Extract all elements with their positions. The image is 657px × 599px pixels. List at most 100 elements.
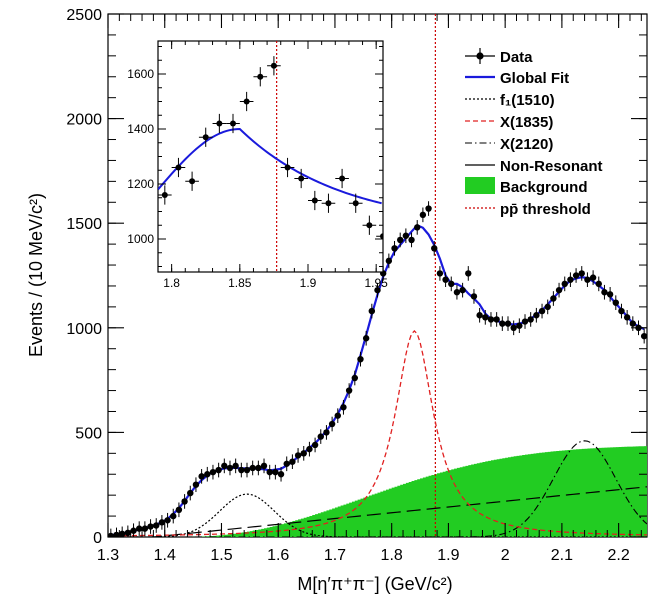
data-point (629, 316, 637, 331)
data-point (243, 462, 251, 478)
data-point (277, 466, 285, 482)
data-point (340, 399, 347, 415)
legend-label-background: Background (500, 179, 588, 196)
data-point (601, 284, 608, 300)
inset-data-point (239, 91, 254, 112)
data-point (544, 299, 551, 315)
data-point (232, 458, 239, 474)
legend-item-data: Data (465, 48, 533, 66)
x-axis: 1.3 1.4 1.5 1.6 1.7 1.8 1.9 2 2.1 2.2 (97, 14, 642, 564)
data-point (118, 526, 126, 537)
y-axis: 0 500 1000 1500 2000 2500 (66, 7, 647, 547)
legend-label-data: Data (500, 49, 533, 66)
data-point (272, 464, 279, 480)
data-point (209, 464, 217, 480)
inset-x-tick-label: 1.8 (163, 276, 180, 290)
inset-data-point (294, 168, 308, 189)
legend-label-x2120: X(2120) (500, 136, 553, 153)
data-point (453, 284, 461, 300)
data-point (221, 458, 228, 474)
data-point (555, 282, 563, 298)
data-point (238, 462, 245, 478)
data-point (550, 291, 557, 306)
data-point (442, 272, 449, 288)
inset-data-point (198, 127, 213, 147)
inset-data-point (308, 190, 322, 211)
data-point (328, 416, 336, 432)
inset-x-tick-label: 1.85 (228, 276, 252, 290)
inset-data-point (335, 168, 349, 189)
inset-data-point (376, 226, 383, 246)
legend-label-threshold: pp̄ threshold (500, 201, 591, 218)
data-point (124, 525, 132, 537)
data-point (175, 502, 183, 518)
data-point (499, 316, 506, 331)
inset-data-points (158, 56, 383, 246)
data-points (108, 201, 647, 537)
data-point (181, 494, 188, 509)
data-point (164, 512, 171, 528)
data-point (147, 519, 154, 534)
data-point (436, 266, 444, 281)
legend-item-x1835: X(1835) (465, 114, 553, 131)
legend-label-f1-1510: f₁(1510) (500, 92, 555, 109)
data-point (323, 425, 330, 440)
data-point (266, 464, 273, 480)
inset-data-point (321, 193, 336, 213)
data-point (414, 220, 421, 235)
x-tick-label: 2.2 (608, 547, 630, 564)
data-point (516, 318, 523, 334)
data-point (187, 485, 194, 501)
data-point (431, 240, 438, 256)
data-point (385, 253, 393, 269)
data-point (487, 312, 495, 327)
x-tick-label: 1.3 (97, 547, 119, 564)
y-axis-label: Events / (10 MeV/c²) (26, 193, 46, 357)
inset-x-tick-label: 1.95 (365, 276, 389, 290)
non-resonant-curve (108, 486, 647, 537)
x-tick-label: 1.9 (437, 547, 459, 564)
x-tick-label: 1.5 (210, 547, 232, 564)
x-axis-label: M[η′π⁺π⁻] (GeV/c²) (297, 574, 452, 594)
data-point (567, 272, 574, 288)
x-tick-label: 2 (501, 547, 510, 564)
x-tick-label: 1.4 (154, 547, 176, 564)
data-point (192, 477, 200, 493)
data-point (584, 272, 591, 288)
data-point (448, 276, 455, 292)
inset-frame (157, 40, 384, 273)
inset-x-tick-label: 1.9 (300, 276, 317, 290)
data-point (402, 228, 410, 244)
data-point (419, 207, 427, 223)
data-point (249, 460, 256, 476)
y-tick-label: 2500 (66, 7, 102, 24)
data-point (459, 282, 466, 298)
data-point (113, 527, 120, 537)
x2120-curve (108, 440, 647, 537)
legend-item-background: Background (465, 177, 588, 196)
inset-data-point (348, 193, 363, 213)
legend-item-threshold: pp̄ threshold (465, 201, 591, 218)
inset-x-axis: 1.8 1.85 1.9 1.95 (157, 41, 389, 290)
data-point (255, 460, 262, 476)
legend-item-x2120: X(2120) (465, 136, 553, 153)
inset-data-point (226, 113, 240, 134)
data-point (408, 232, 415, 248)
background-fill (108, 446, 647, 537)
y-tick-label: 500 (75, 425, 102, 442)
data-point (561, 276, 568, 292)
legend-label-x1835: X(1835) (500, 114, 553, 131)
data-point (618, 303, 625, 319)
inset-y-tick-label: 1000 (127, 232, 154, 246)
data-point (306, 441, 313, 457)
inset-data-point (267, 56, 281, 76)
data-point (476, 307, 483, 323)
x-tick-label: 1.8 (381, 547, 403, 564)
data-point (215, 462, 222, 478)
data-point (158, 515, 166, 530)
data-point (368, 303, 376, 319)
inset-y-tick-label: 1600 (127, 67, 154, 81)
data-point (283, 456, 290, 472)
data-point (606, 287, 614, 302)
